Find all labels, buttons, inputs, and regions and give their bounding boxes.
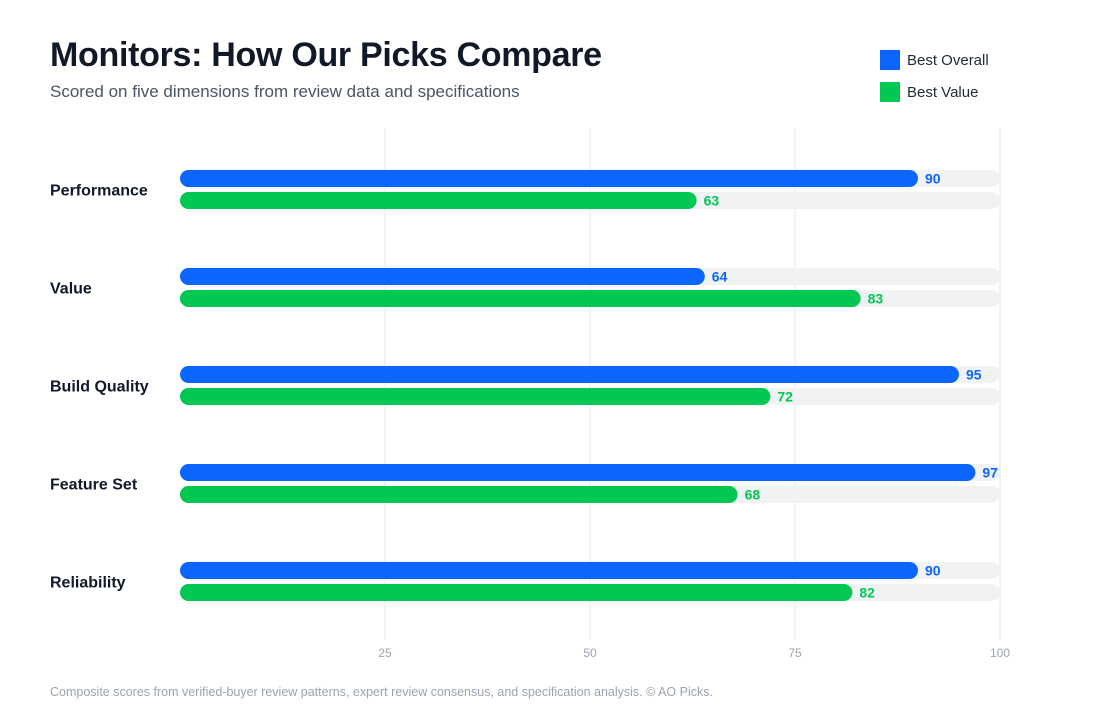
bar-value-label: 83	[868, 291, 884, 307]
x-tick-label: 25	[378, 646, 392, 660]
bar	[180, 464, 976, 481]
bar	[180, 268, 705, 285]
category-label: Reliability	[50, 575, 126, 592]
bar-value-label: 95	[966, 367, 982, 383]
category-label: Feature Set	[50, 477, 138, 494]
x-tick-label: 100	[990, 646, 1010, 660]
bar	[180, 290, 861, 307]
bar	[180, 366, 959, 383]
legend-item-best-overall: Best Overall	[880, 44, 989, 76]
bar-value-label: 63	[704, 193, 720, 209]
legend-label-best-value: Best Value	[907, 83, 979, 101]
bar	[180, 388, 771, 405]
bar	[180, 486, 738, 503]
legend-item-best-value: Best Value	[880, 76, 989, 108]
bar-value-label: 68	[745, 487, 761, 503]
legend-swatch-best-value	[880, 82, 900, 102]
bar-value-label: 82	[859, 585, 875, 601]
legend-swatch-best-overall	[880, 50, 900, 70]
bar-value-label: 90	[925, 171, 941, 187]
bar	[180, 192, 697, 209]
chart-title: Monitors: How Our Picks Compare	[50, 36, 602, 74]
bar-value-label: 90	[925, 563, 941, 579]
chart-footnote: Composite scores from verified-buyer rev…	[50, 685, 713, 699]
bar-value-label: 97	[982, 465, 998, 481]
chart-subtitle: Scored on five dimensions from review da…	[50, 82, 520, 101]
bar-value-label: 64	[712, 269, 728, 285]
bar-value-label: 72	[777, 389, 793, 405]
bar	[180, 584, 853, 601]
bar	[180, 170, 918, 187]
category-label: Build Quality	[50, 379, 149, 396]
x-tick-label: 50	[583, 646, 597, 660]
x-tick-label: 75	[788, 646, 802, 660]
bar	[180, 562, 918, 579]
category-label: Value	[50, 281, 92, 298]
chart-legend: Best Overall Best Value	[880, 44, 989, 108]
category-label: Performance	[50, 183, 148, 200]
legend-label-best-overall: Best Overall	[907, 51, 989, 69]
